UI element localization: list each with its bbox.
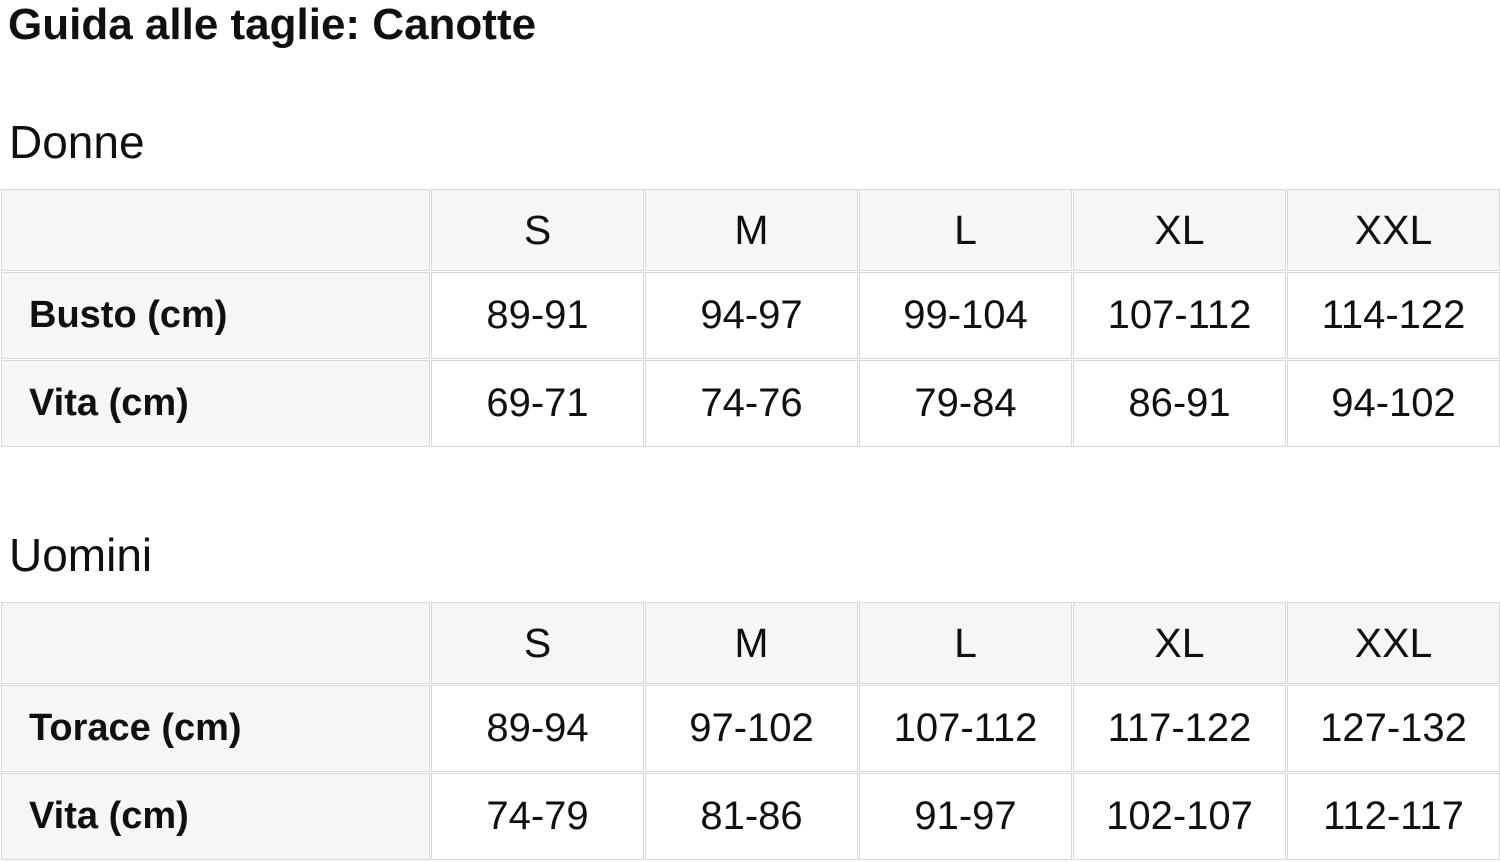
measurement-cell: 114-122 xyxy=(1287,272,1500,359)
measurement-cell: 94-102 xyxy=(1287,360,1500,447)
size-column-header-xl: XL xyxy=(1073,602,1286,684)
row-label-vita: Vita (cm) xyxy=(1,773,430,860)
table-row-busto: Busto (cm) 89-91 94-97 99-104 107-112 11… xyxy=(1,272,1500,359)
measurement-cell: 99-104 xyxy=(859,272,1072,359)
measurement-cell: 112-117 xyxy=(1287,773,1500,860)
size-column-header-s: S xyxy=(431,602,644,684)
measurement-cell: 94-97 xyxy=(645,272,858,359)
table-row-torace: Torace (cm) 89-94 97-102 107-112 117-122… xyxy=(1,685,1500,772)
row-label-torace: Torace (cm) xyxy=(1,685,430,772)
section-heading-uomini: Uomini xyxy=(9,529,153,581)
measurement-cell: 74-79 xyxy=(431,773,644,860)
corner-cell xyxy=(1,602,430,684)
size-header-row: S M L XL XXL xyxy=(1,602,1500,684)
size-column-header-l: L xyxy=(859,189,1072,271)
table-row-vita: Vita (cm) 69-71 74-76 79-84 86-91 94-102 xyxy=(1,360,1500,447)
size-table-donne: S M L XL XXL Busto (cm) 89-91 94-97 99-1… xyxy=(0,188,1500,448)
measurement-cell: 74-76 xyxy=(645,360,858,447)
measurement-cell: 81-86 xyxy=(645,773,858,860)
size-column-header-xl: XL xyxy=(1073,189,1286,271)
measurement-cell: 89-91 xyxy=(431,272,644,359)
section-heading-donne: Donne xyxy=(9,116,145,168)
row-label-vita: Vita (cm) xyxy=(1,360,430,447)
size-header-row: S M L XL XXL xyxy=(1,189,1500,271)
measurement-cell: 89-94 xyxy=(431,685,644,772)
measurement-cell: 86-91 xyxy=(1073,360,1286,447)
size-column-header-l: L xyxy=(859,602,1072,684)
measurement-cell: 117-122 xyxy=(1073,685,1286,772)
size-column-header-m: M xyxy=(645,189,858,271)
corner-cell xyxy=(1,189,430,271)
measurement-cell: 127-132 xyxy=(1287,685,1500,772)
measurement-cell: 69-71 xyxy=(431,360,644,447)
measurement-cell: 107-112 xyxy=(859,685,1072,772)
table-row-vita: Vita (cm) 74-79 81-86 91-97 102-107 112-… xyxy=(1,773,1500,860)
size-column-header-m: M xyxy=(645,602,858,684)
size-column-header-xxl: XXL xyxy=(1287,189,1500,271)
size-column-header-s: S xyxy=(431,189,644,271)
measurement-cell: 97-102 xyxy=(645,685,858,772)
measurement-cell: 91-97 xyxy=(859,773,1072,860)
measurement-cell: 102-107 xyxy=(1073,773,1286,860)
size-table-uomini: S M L XL XXL Torace (cm) 89-94 97-102 10… xyxy=(0,601,1500,861)
measurement-cell: 107-112 xyxy=(1073,272,1286,359)
page-title: Guida alle taglie: Canotte xyxy=(8,0,537,49)
measurement-cell: 79-84 xyxy=(859,360,1072,447)
row-label-busto: Busto (cm) xyxy=(1,272,430,359)
size-column-header-xxl: XXL xyxy=(1287,602,1500,684)
